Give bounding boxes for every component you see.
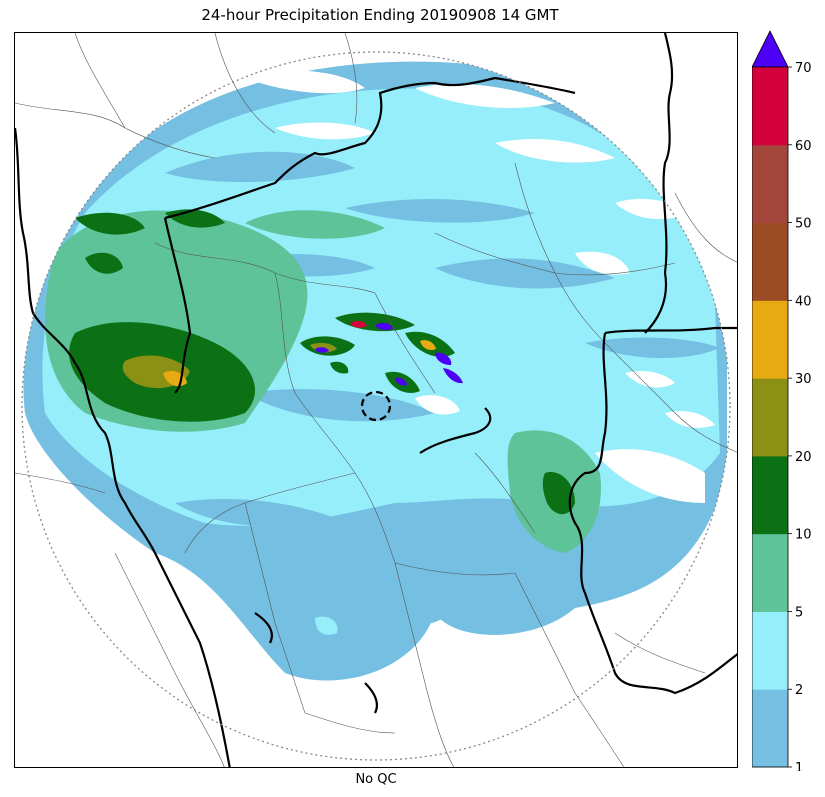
radar-range-ring xyxy=(21,51,731,761)
colorbar-tick-label: 50 xyxy=(795,217,812,232)
precip-field xyxy=(23,61,728,681)
colorbar-tick-label: 40 xyxy=(795,294,812,309)
colorbar-block xyxy=(752,144,788,224)
colorbar-extend-arrow xyxy=(752,30,789,68)
colorbar-tick-label: 70 xyxy=(795,61,812,76)
radar-map[interactable] xyxy=(14,32,738,768)
radar-map-canvas xyxy=(15,33,737,767)
precip-band-10-20-north xyxy=(75,212,145,235)
colorbar-tick-label: 30 xyxy=(795,372,812,387)
colorbar-blocks xyxy=(752,30,789,768)
colorbar-tick-label: 20 xyxy=(795,450,812,465)
colorbar: 1 2 5 10 20 30 40 50 60 70 xyxy=(752,30,812,771)
colorbar-tick-label: 2 xyxy=(795,683,803,698)
colorbar-block xyxy=(752,689,788,768)
colorbar-ticks: 1 2 5 10 20 30 40 50 60 70 xyxy=(788,61,812,771)
colorbar-block xyxy=(752,300,788,379)
colorbar-tick-label: 1 xyxy=(795,761,803,771)
precip-band-5-10-northwest xyxy=(245,210,385,239)
colorbar-block xyxy=(752,378,788,457)
map-bottom-label: No QC xyxy=(355,772,397,787)
district-boundaries xyxy=(15,33,737,767)
colorbar-block xyxy=(752,611,788,690)
colorbar-block xyxy=(752,455,788,535)
colorbar-block xyxy=(752,533,788,612)
colorbar-tick-label: 60 xyxy=(795,139,812,154)
colorbar-frame xyxy=(752,66,789,768)
precip-streaks xyxy=(165,70,720,527)
precip-band-10-20-southeast xyxy=(542,472,575,515)
colorbar-block xyxy=(752,67,788,146)
radar-site-marker xyxy=(360,390,392,422)
colorbar-tick-label: 10 xyxy=(795,528,812,543)
map-title: 24-hour Precipitation Ending 20190908 14… xyxy=(201,6,559,24)
colorbar-tick-label: 5 xyxy=(795,605,803,620)
convective-cells xyxy=(300,312,463,393)
state-borders xyxy=(15,33,737,767)
colorbar-block xyxy=(752,222,788,301)
